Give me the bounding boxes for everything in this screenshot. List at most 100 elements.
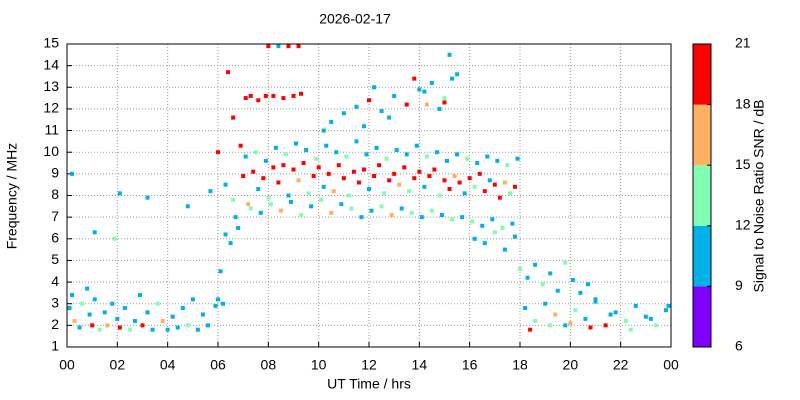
data-point bbox=[200, 312, 205, 317]
data-point bbox=[286, 44, 291, 49]
data-point bbox=[442, 96, 447, 101]
data-point bbox=[480, 223, 485, 228]
data-point bbox=[492, 230, 497, 235]
data-point bbox=[110, 301, 115, 306]
data-point bbox=[417, 87, 422, 92]
y-tick-label: 8 bbox=[51, 186, 59, 202]
data-point bbox=[258, 210, 263, 215]
data-point bbox=[226, 70, 231, 75]
y-tick-label: 9 bbox=[51, 165, 59, 181]
data-point bbox=[487, 178, 492, 183]
data-point bbox=[404, 152, 409, 157]
data-point bbox=[354, 104, 359, 109]
data-point bbox=[354, 139, 359, 144]
data-point bbox=[392, 171, 397, 176]
data-point bbox=[374, 145, 379, 150]
data-point bbox=[241, 174, 246, 179]
data-point bbox=[180, 306, 185, 311]
data-point bbox=[246, 202, 251, 207]
data-point bbox=[218, 269, 223, 274]
data-point bbox=[593, 299, 598, 304]
data-point bbox=[185, 204, 190, 209]
data-point bbox=[553, 312, 558, 317]
data-point bbox=[311, 174, 316, 179]
data-point bbox=[301, 161, 306, 166]
data-point bbox=[653, 323, 658, 328]
data-point bbox=[251, 169, 256, 174]
data-point bbox=[482, 189, 487, 194]
x-tick-label: 08 bbox=[261, 357, 277, 373]
data-point bbox=[105, 323, 110, 328]
data-point bbox=[150, 327, 155, 332]
data-point bbox=[266, 44, 271, 49]
data-point bbox=[80, 301, 85, 306]
data-point bbox=[231, 115, 236, 120]
data-point bbox=[447, 52, 452, 57]
y-tick-label: 14 bbox=[43, 56, 59, 72]
data-point bbox=[472, 184, 477, 189]
y-tick-label: 1 bbox=[51, 338, 59, 354]
data-point bbox=[145, 310, 150, 315]
colorbar-segment bbox=[693, 44, 711, 105]
data-point bbox=[233, 215, 238, 220]
data-point bbox=[414, 143, 419, 148]
data-point bbox=[359, 215, 364, 220]
data-point bbox=[648, 316, 653, 321]
data-point bbox=[429, 80, 434, 85]
y-tick-label: 10 bbox=[43, 143, 59, 159]
data-point bbox=[248, 93, 253, 98]
data-point bbox=[502, 247, 507, 252]
data-point bbox=[593, 297, 598, 302]
data-point bbox=[92, 230, 97, 235]
x-tick-label: 00 bbox=[59, 357, 75, 373]
data-point bbox=[379, 109, 384, 114]
data-point bbox=[281, 163, 286, 168]
data-point bbox=[533, 262, 538, 267]
x-tick-label: 10 bbox=[311, 357, 327, 373]
data-point bbox=[304, 148, 309, 153]
data-point bbox=[205, 323, 210, 328]
data-point bbox=[437, 106, 442, 111]
data-point bbox=[344, 154, 349, 159]
data-point bbox=[460, 215, 465, 220]
data-point bbox=[67, 306, 72, 311]
data-point bbox=[369, 208, 374, 213]
y-tick-label: 6 bbox=[51, 229, 59, 245]
data-point bbox=[367, 98, 371, 103]
y-tick-label: 7 bbox=[51, 208, 59, 224]
data-point bbox=[424, 102, 429, 107]
colorbar-segment bbox=[693, 104, 711, 166]
colorbar-tick-label: 9 bbox=[735, 277, 743, 293]
data-point bbox=[434, 150, 439, 155]
data-point bbox=[349, 206, 354, 211]
data-point bbox=[563, 260, 568, 265]
data-point bbox=[314, 156, 319, 161]
plot-frame bbox=[66, 43, 672, 348]
data-point bbox=[462, 191, 467, 196]
data-point bbox=[266, 195, 271, 200]
data-point bbox=[457, 180, 462, 185]
data-point bbox=[170, 314, 175, 319]
data-point bbox=[404, 102, 409, 107]
data-point bbox=[223, 232, 228, 237]
x-tick-label: 02 bbox=[110, 357, 126, 373]
data-point bbox=[263, 158, 268, 163]
data-point bbox=[231, 197, 236, 202]
data-point bbox=[278, 208, 283, 213]
data-point bbox=[412, 76, 417, 81]
data-point bbox=[402, 165, 407, 170]
data-point bbox=[384, 156, 389, 161]
data-point bbox=[361, 124, 366, 129]
colorbar-tick-label: 15 bbox=[735, 156, 751, 172]
data-point bbox=[437, 193, 442, 198]
data-point bbox=[97, 327, 102, 332]
data-point bbox=[455, 152, 460, 157]
data-point bbox=[492, 182, 497, 187]
data-point bbox=[613, 310, 618, 315]
data-point bbox=[477, 171, 482, 176]
y-tick-label: 15 bbox=[43, 35, 59, 51]
data-point bbox=[452, 174, 457, 179]
data-point bbox=[190, 297, 195, 302]
data-point bbox=[533, 319, 538, 324]
